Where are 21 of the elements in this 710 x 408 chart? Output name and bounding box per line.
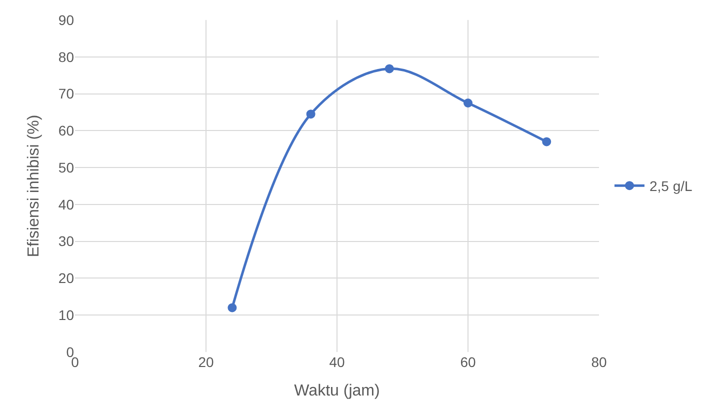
y-tick-label: 90 [58,12,74,28]
x-axis-title: Waktu (jam) [294,382,380,400]
y-tick-label: 50 [58,159,74,176]
y-tick-label: 70 [58,86,74,102]
x-tick-label: 60 [460,354,476,370]
legend-label: 2,5 g/L [649,178,693,194]
y-tick-label: 10 [58,307,74,324]
y-tick-label: 80 [58,48,74,65]
y-tick-label: 30 [58,233,74,250]
x-tick-label: 40 [329,354,345,370]
x-tick-label: 20 [198,354,214,370]
y-tick-label: 60 [58,122,74,139]
point [542,137,552,146]
y-tick-label: 40 [58,196,74,212]
y-tick-label: 20 [58,270,74,286]
point [464,98,472,108]
point [384,64,394,74]
point [228,303,237,312]
y-axis-title: Efisiensi inhibisi (%) [25,114,42,258]
x-tick-label: 80 [591,354,607,370]
point [306,110,316,119]
